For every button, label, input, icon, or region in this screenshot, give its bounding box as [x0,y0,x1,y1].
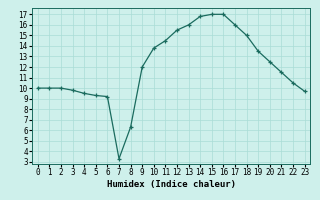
X-axis label: Humidex (Indice chaleur): Humidex (Indice chaleur) [107,180,236,189]
